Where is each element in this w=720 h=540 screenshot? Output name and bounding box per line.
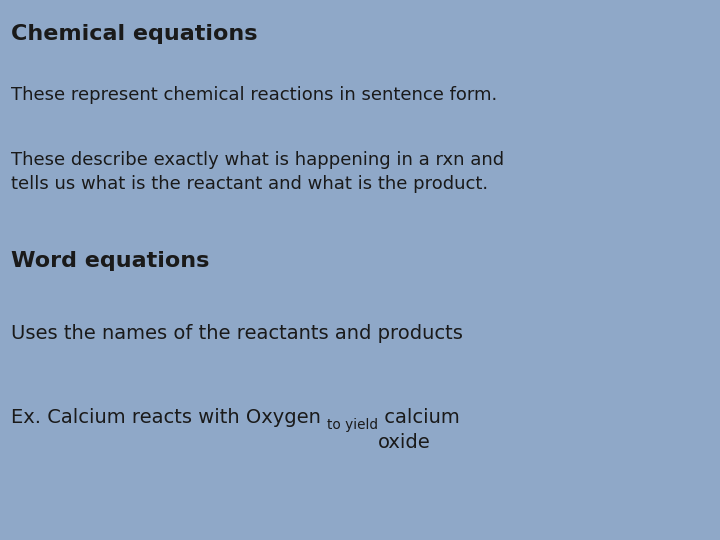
- Text: Word equations: Word equations: [11, 251, 210, 271]
- Text: Uses the names of the reactants and products: Uses the names of the reactants and prod…: [11, 324, 463, 343]
- Text: to yield: to yield: [327, 418, 378, 433]
- Text: These describe exactly what is happening in a rxn and
tells us what is the react: These describe exactly what is happening…: [11, 151, 504, 193]
- Text: These represent chemical reactions in sentence form.: These represent chemical reactions in se…: [11, 86, 497, 104]
- Text: Ex. Calcium reacts with Oxygen: Ex. Calcium reacts with Oxygen: [11, 408, 327, 427]
- Text: calcium
oxide: calcium oxide: [378, 408, 459, 451]
- Text: Chemical equations: Chemical equations: [11, 24, 257, 44]
